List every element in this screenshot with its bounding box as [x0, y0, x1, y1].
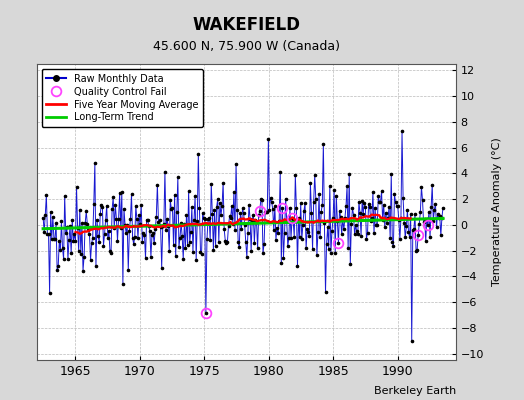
Y-axis label: Temperature Anomaly (°C): Temperature Anomaly (°C)	[493, 138, 503, 286]
Legend: Raw Monthly Data, Quality Control Fail, Five Year Moving Average, Long-Term Tren: Raw Monthly Data, Quality Control Fail, …	[41, 69, 203, 127]
Text: Berkeley Earth: Berkeley Earth	[374, 386, 456, 396]
Text: WAKEFIELD: WAKEFIELD	[192, 16, 300, 34]
Text: 45.600 N, 75.900 W (Canada): 45.600 N, 75.900 W (Canada)	[153, 40, 340, 53]
